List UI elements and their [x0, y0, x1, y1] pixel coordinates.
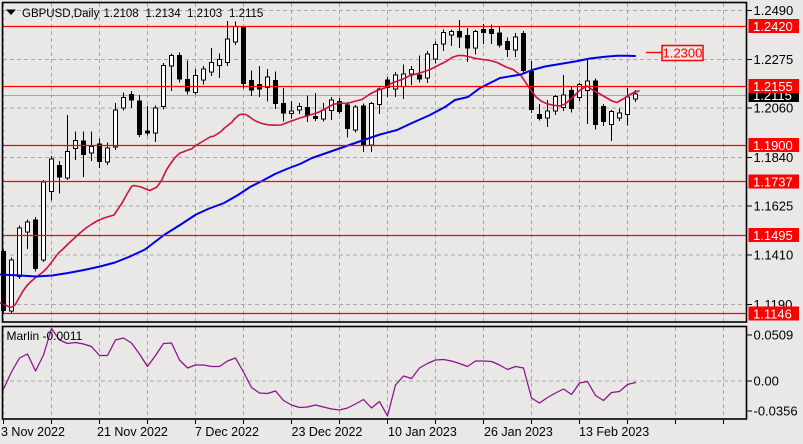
svg-text:3 Nov 2022: 3 Nov 2022 [1, 425, 65, 439]
svg-text:1.2300: 1.2300 [663, 46, 703, 61]
svg-text:0.00: 0.00 [754, 374, 779, 389]
svg-text:1.2275: 1.2275 [754, 52, 794, 67]
svg-text:1.2103: 1.2103 [187, 8, 222, 20]
svg-text:21 Nov 2022: 21 Nov 2022 [97, 425, 168, 439]
svg-text:1.1146: 1.1146 [753, 307, 792, 322]
svg-text:GBPUSD,Daily: GBPUSD,Daily [22, 8, 100, 20]
svg-text:1.2115: 1.2115 [229, 8, 263, 20]
svg-text:1.1737: 1.1737 [753, 175, 793, 190]
svg-text:-0.0356: -0.0356 [754, 404, 798, 419]
svg-text:10 Jan 2023: 10 Jan 2023 [388, 425, 457, 439]
svg-text:1.1495: 1.1495 [753, 228, 793, 243]
svg-text:1.2108: 1.2108 [104, 8, 139, 20]
svg-text:7 Dec 2022: 7 Dec 2022 [195, 425, 259, 439]
svg-text:1.1410: 1.1410 [754, 248, 794, 263]
svg-text:23 Dec 2022: 23 Dec 2022 [292, 425, 363, 439]
svg-text:1.2060: 1.2060 [754, 101, 794, 116]
svg-text:1.1900: 1.1900 [753, 138, 793, 153]
svg-text:1.1840: 1.1840 [754, 150, 794, 165]
svg-text:1.2155: 1.2155 [753, 79, 793, 94]
svg-text:13 Feb 2023: 13 Feb 2023 [579, 425, 649, 439]
svg-text:1.2490: 1.2490 [754, 3, 794, 18]
svg-text:1.2420: 1.2420 [753, 19, 793, 34]
svg-text:26 Jan 2023: 26 Jan 2023 [484, 425, 553, 439]
svg-text:0.0509: 0.0509 [754, 328, 794, 343]
svg-text:1.2134: 1.2134 [146, 8, 182, 20]
svg-text:Marlin -0.0011: Marlin -0.0011 [7, 329, 83, 343]
svg-text:1.1625: 1.1625 [754, 199, 794, 214]
